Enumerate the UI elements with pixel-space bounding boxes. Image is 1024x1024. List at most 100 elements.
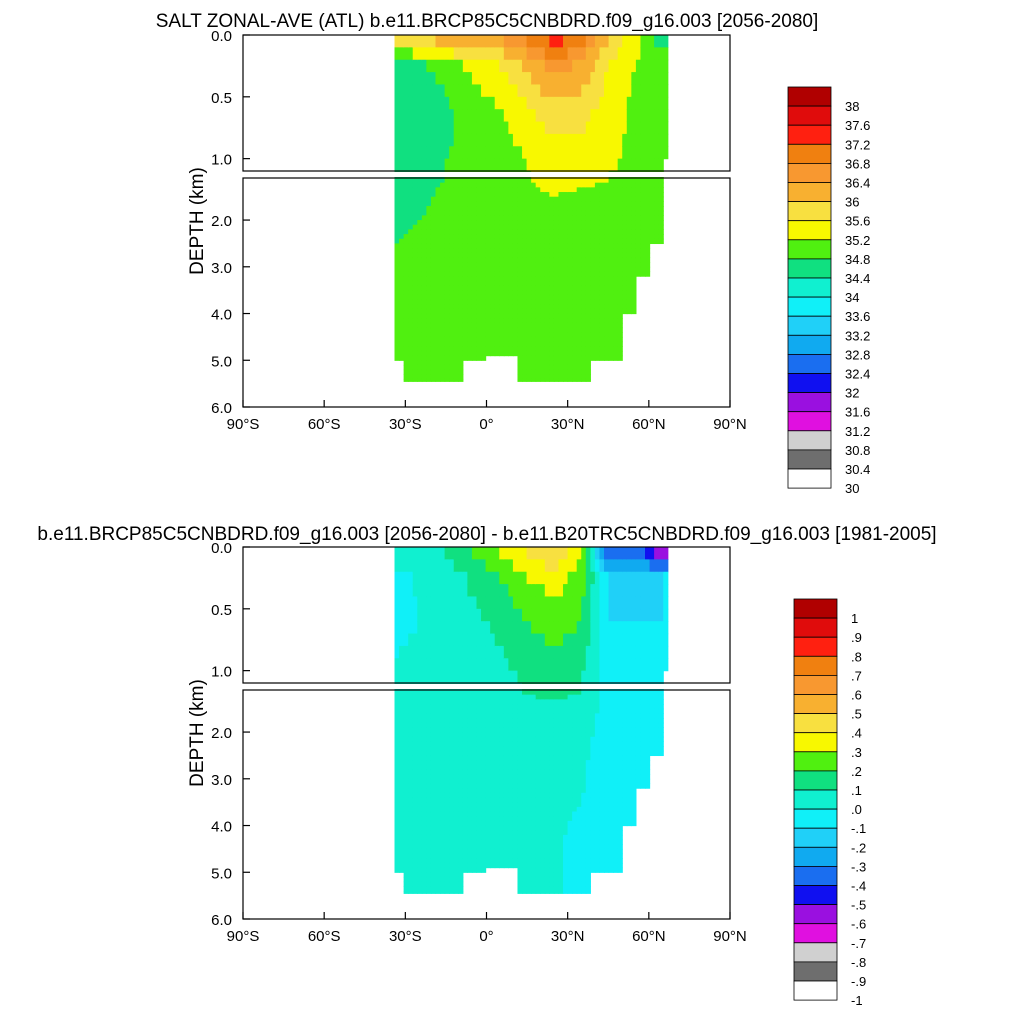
field-cell	[512, 133, 519, 147]
field-cell	[494, 182, 500, 188]
field-cell	[576, 201, 582, 207]
field-cell	[471, 109, 478, 123]
field-cell	[467, 276, 473, 282]
field-cell	[531, 834, 537, 841]
field-cell	[444, 797, 450, 803]
field-cell	[522, 670, 528, 684]
field-cell	[453, 571, 459, 585]
field-cell	[613, 332, 619, 338]
field-cell	[658, 238, 664, 245]
field-cell	[440, 318, 446, 324]
field-cell	[494, 109, 500, 123]
field-cell	[412, 746, 418, 752]
field-cell	[512, 694, 519, 700]
field-cell	[481, 797, 487, 803]
field-cell	[462, 210, 468, 216]
field-cell	[522, 280, 528, 287]
field-cell	[508, 294, 514, 301]
field-cell	[522, 694, 528, 700]
field-cell	[458, 872, 464, 878]
field-cell	[449, 299, 455, 305]
field-cell	[517, 732, 523, 738]
field-cell	[503, 816, 509, 822]
field-cell	[508, 280, 514, 287]
field-cell	[444, 192, 450, 198]
colorbar-label: 32	[845, 386, 859, 401]
field-cell	[394, 243, 400, 249]
field-cell	[517, 378, 523, 382]
field-cell	[476, 304, 482, 310]
field-cell	[576, 84, 582, 98]
field-cell	[426, 350, 432, 357]
field-cell	[649, 182, 655, 188]
field-cell	[499, 210, 505, 216]
field-cell	[522, 47, 528, 61]
field-cell	[430, 280, 437, 287]
field-cell	[453, 722, 459, 728]
field-cell	[503, 243, 509, 249]
field-cell	[417, 109, 423, 123]
field-cell	[635, 35, 642, 48]
field-cell	[403, 890, 409, 894]
field-cell	[535, 699, 541, 705]
field-cell	[540, 243, 546, 249]
field-cell	[499, 718, 505, 724]
field-cell	[399, 72, 405, 86]
field-cell	[604, 327, 610, 333]
field-cell	[522, 196, 528, 202]
field-cell	[408, 736, 414, 742]
field-cell	[590, 313, 596, 319]
field-cell	[490, 806, 496, 813]
field-cell	[481, 121, 487, 135]
field-cell	[512, 683, 519, 696]
field-cell	[540, 262, 546, 268]
field-cell	[403, 816, 409, 822]
field-cell	[658, 182, 664, 188]
field-cell	[485, 84, 491, 98]
field-cell	[526, 318, 532, 324]
field-cell	[440, 285, 446, 291]
field-cell	[467, 834, 473, 841]
field-cell	[394, 262, 400, 268]
field-cell	[453, 220, 459, 226]
field-cell	[608, 215, 614, 221]
field-cell	[408, 276, 414, 282]
field-cell	[417, 257, 423, 263]
field-cell	[531, 559, 537, 573]
field-cell	[430, 788, 437, 794]
field-cell	[645, 192, 651, 198]
field-cell	[576, 294, 582, 301]
field-cell	[494, 704, 500, 710]
field-cell	[467, 158, 473, 172]
field-cell	[494, 797, 500, 803]
field-cell	[540, 621, 546, 635]
field-cell	[613, 224, 619, 230]
field-cell	[494, 694, 500, 700]
field-cell	[635, 266, 642, 273]
field-cell	[494, 327, 500, 333]
field-cell	[399, 308, 405, 315]
field-cell	[490, 584, 496, 598]
field-cell	[481, 266, 487, 273]
field-cell	[399, 802, 405, 808]
field-cell	[408, 839, 414, 845]
field-cell	[394, 84, 400, 98]
field-cell	[421, 755, 427, 761]
field-cell	[426, 280, 432, 287]
field-cell	[481, 811, 487, 817]
field-cell	[449, 876, 455, 883]
field-cell	[481, 271, 487, 277]
field-cell	[590, 215, 596, 221]
field-cell	[608, 133, 614, 147]
field-cell	[508, 313, 514, 319]
field-cell	[512, 713, 519, 719]
field-cell	[417, 797, 423, 803]
field-cell	[517, 792, 523, 799]
field-cell	[531, 72, 537, 86]
field-cell	[553, 229, 560, 235]
field-cell	[590, 146, 596, 160]
field-cell	[522, 369, 528, 375]
field-cell	[430, 341, 437, 347]
field-cell	[585, 84, 591, 98]
field-cell	[540, 192, 546, 198]
